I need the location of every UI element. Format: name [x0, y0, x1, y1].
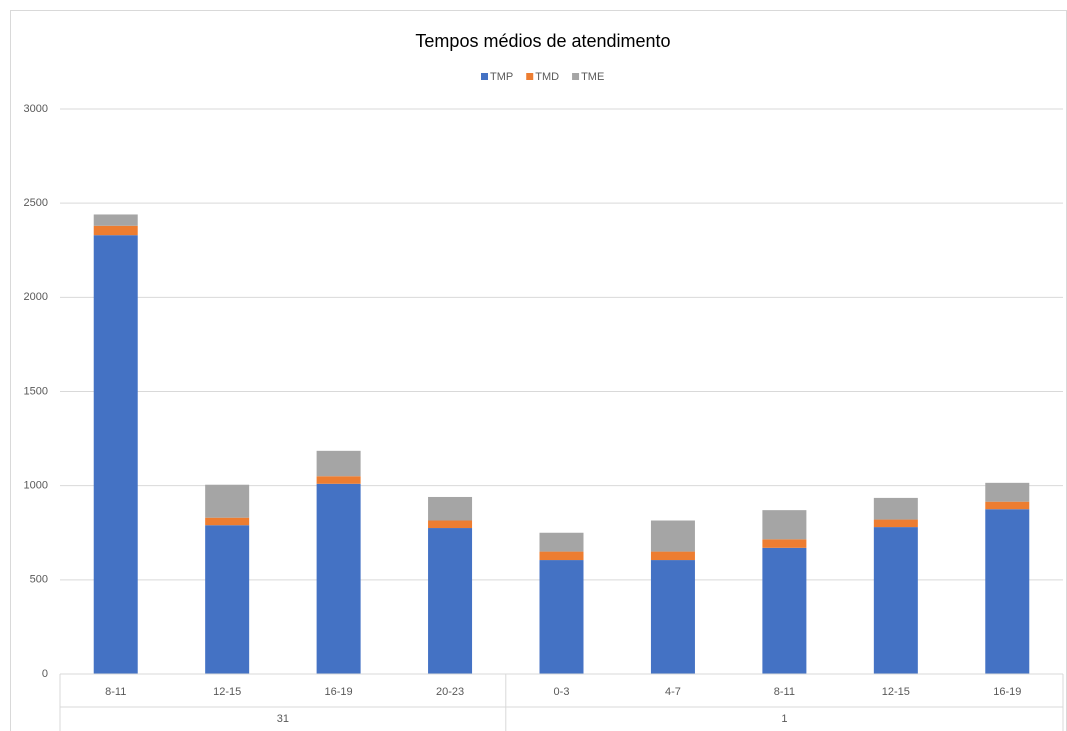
bar-segment	[762, 510, 807, 540]
x-tick-label: 20-23	[436, 686, 464, 698]
y-tick-label: 2500	[24, 197, 48, 209]
bar-segment	[539, 560, 584, 674]
x-tick-label: 12-15	[882, 686, 910, 698]
bar-segment	[985, 482, 1030, 502]
y-tick-label: 3000	[24, 103, 48, 115]
bar-segment	[873, 497, 918, 520]
x-tick-label: 4-7	[665, 686, 681, 698]
bar-segment	[205, 517, 250, 526]
bar-segment	[650, 551, 695, 561]
bar-segment	[539, 551, 584, 561]
x-tick-label: 8-11	[774, 686, 795, 698]
bar-segment	[650, 560, 695, 674]
chart-title: Tempos médios de atendimento	[415, 31, 670, 51]
y-tick-label: 0	[42, 668, 48, 680]
bar-segment	[205, 525, 250, 674]
y-tick-label: 1000	[24, 480, 48, 492]
legend-label: TMP	[490, 71, 513, 83]
x-tick-label: 0-3	[554, 686, 570, 698]
bar-segment	[873, 519, 918, 528]
bar-segment	[93, 214, 138, 226]
group-label: 31	[277, 713, 289, 725]
bar-segment	[985, 509, 1030, 674]
legend-swatch	[526, 73, 534, 80]
bar-segment	[762, 539, 807, 548]
bar-segment	[428, 528, 473, 674]
bar-segment	[985, 501, 1030, 510]
group-label: 1	[781, 713, 787, 725]
legend-label: TME	[581, 71, 604, 83]
bar-segment	[316, 450, 361, 477]
x-tick-label: 16-19	[325, 686, 353, 698]
legend-swatch	[481, 73, 488, 80]
x-tick-label: 8-11	[105, 686, 126, 698]
y-tick-label: 2000	[24, 291, 48, 303]
bar-segment	[539, 532, 584, 552]
x-tick-label: 16-19	[993, 686, 1021, 698]
x-tick-label: 12-15	[213, 686, 241, 698]
bar-segment	[873, 527, 918, 674]
bar-segment	[93, 235, 138, 674]
y-tick-label: 1500	[24, 385, 48, 397]
bar-segment	[316, 483, 361, 674]
bar-segment	[428, 496, 473, 521]
bar-segment	[93, 225, 138, 236]
bar-segment	[428, 520, 473, 529]
y-tick-label: 500	[30, 574, 48, 586]
bar-segment	[316, 476, 361, 484]
bar-segment	[762, 547, 807, 674]
legend-swatch	[572, 73, 580, 80]
bar-segment	[205, 484, 250, 518]
legend-label: TMD	[535, 71, 559, 83]
bar-segment	[650, 520, 695, 552]
